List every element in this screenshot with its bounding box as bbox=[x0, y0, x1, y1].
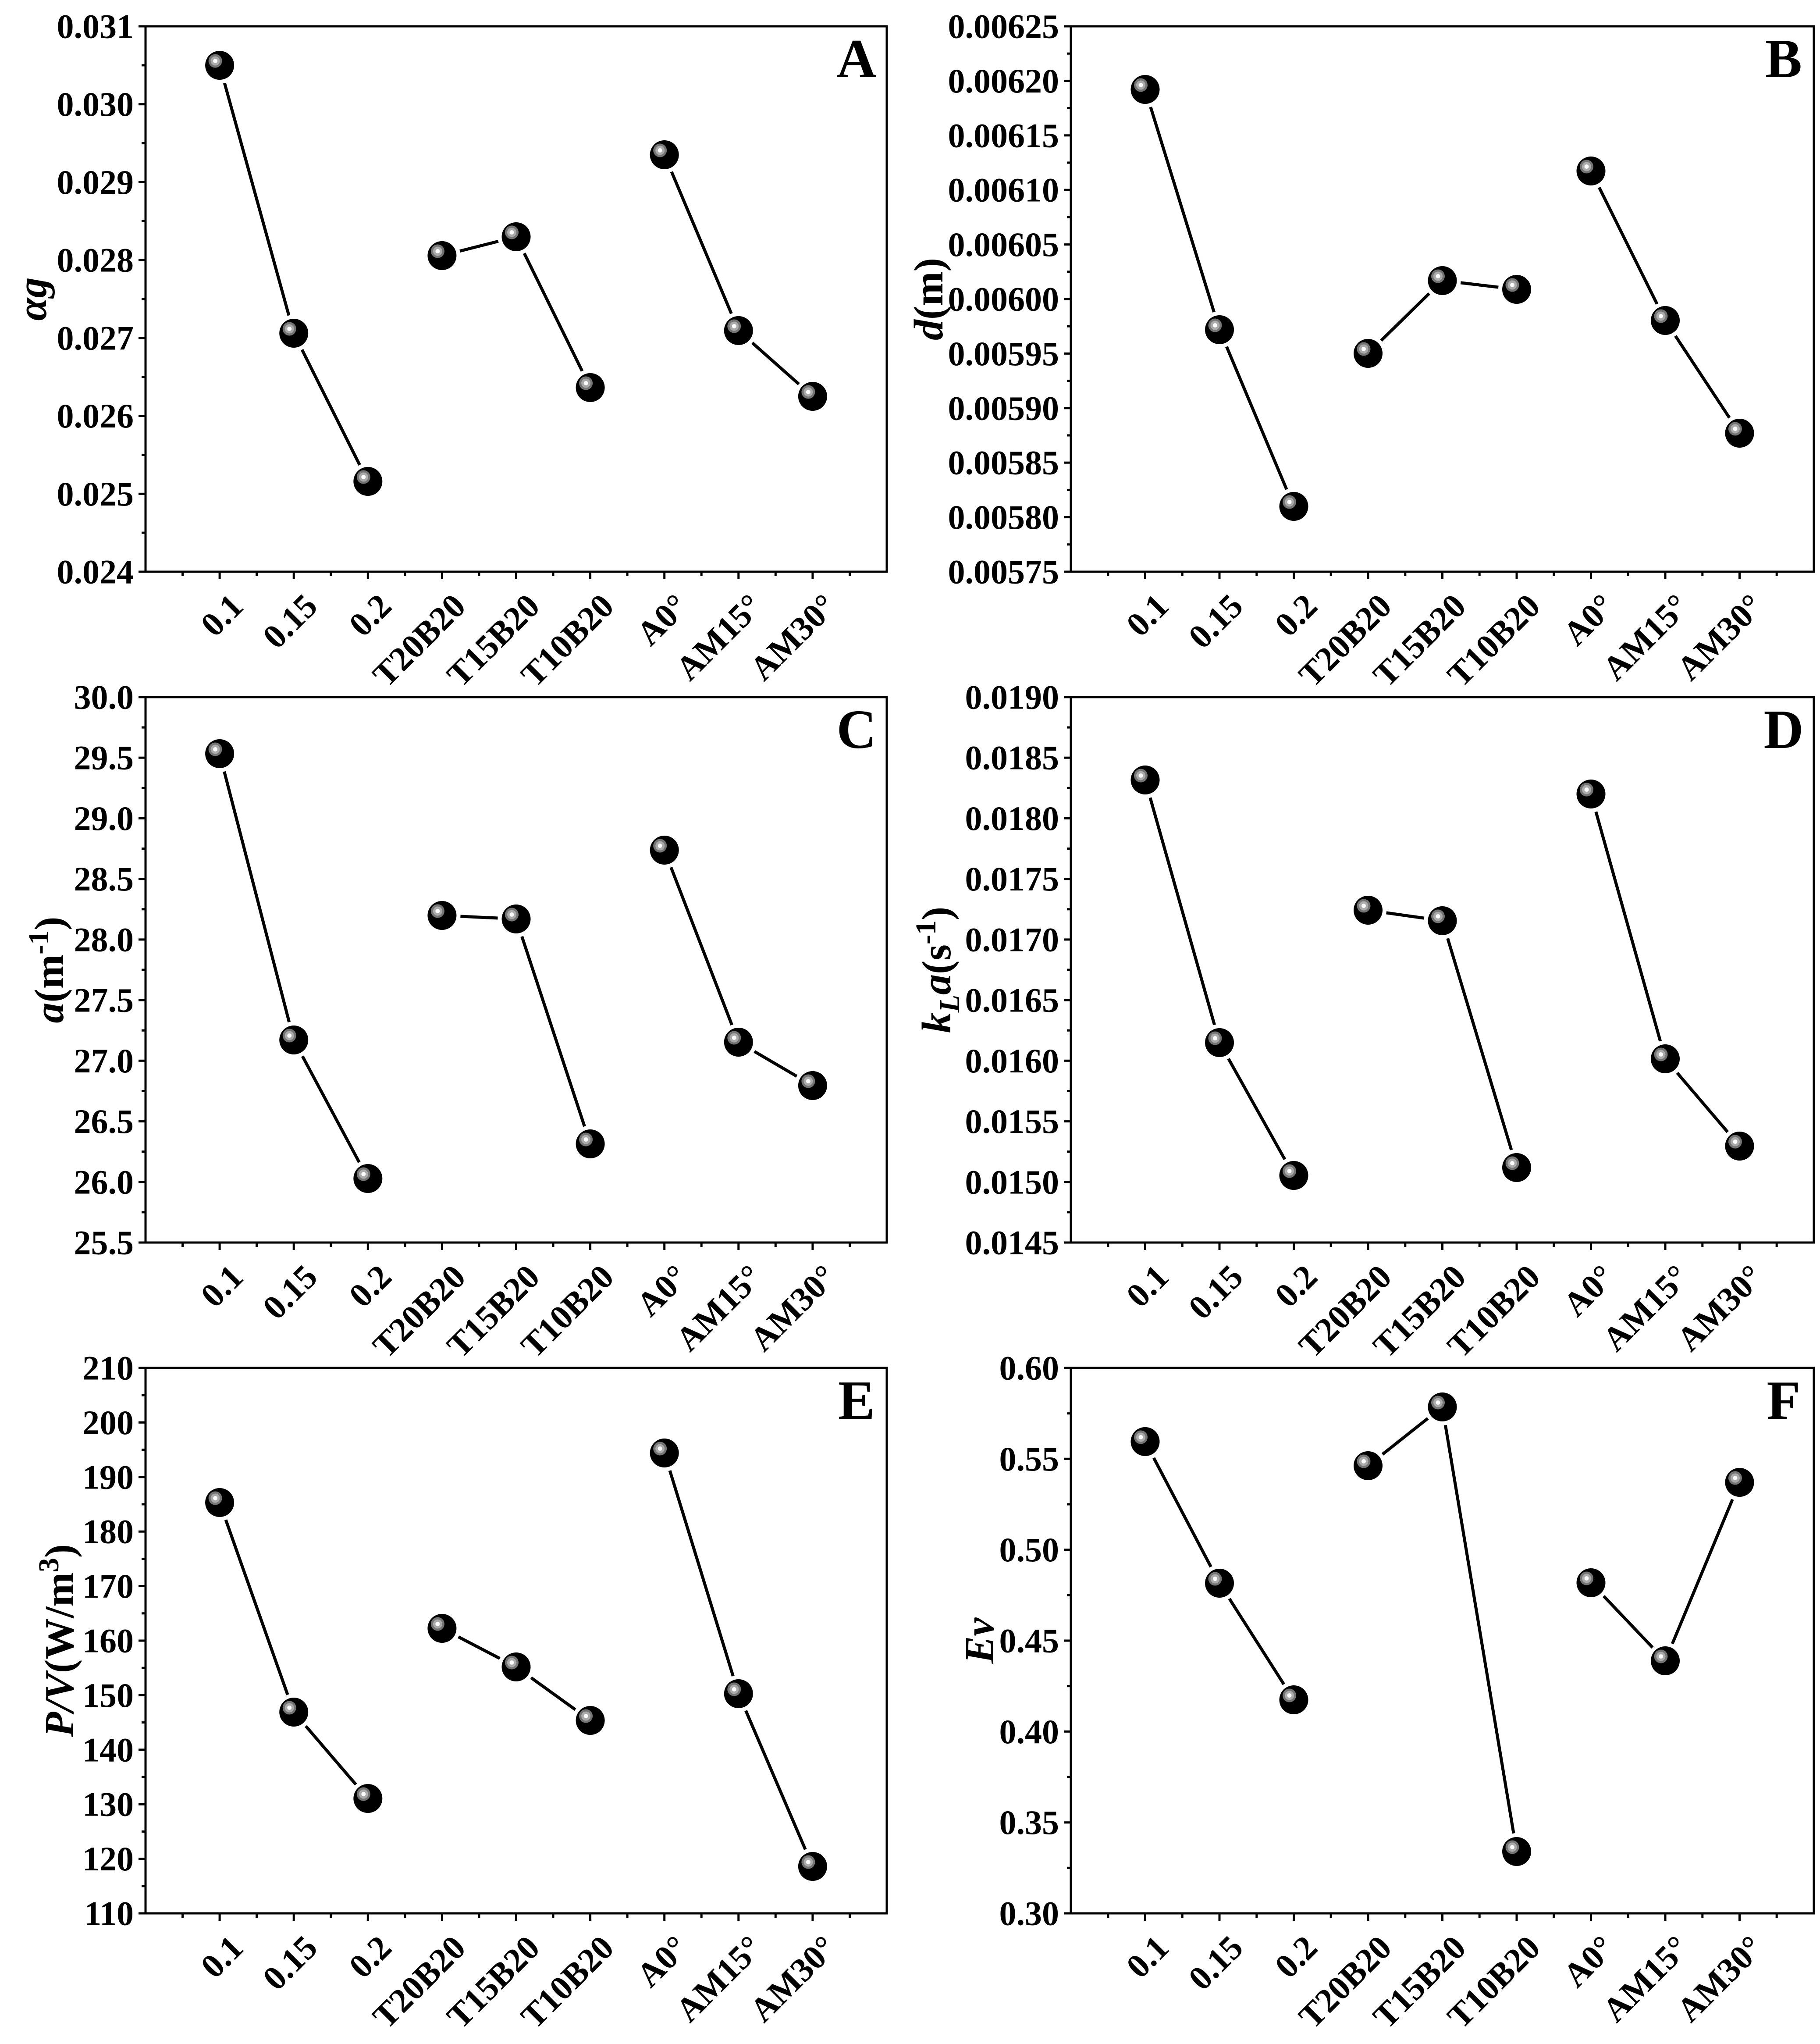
svg-text:0.00585: 0.00585 bbox=[948, 444, 1059, 482]
svg-text:0.029: 0.029 bbox=[57, 163, 134, 201]
svg-text:0.031: 0.031 bbox=[57, 7, 134, 46]
svg-text:0.024: 0.024 bbox=[57, 553, 134, 591]
svg-text:180: 180 bbox=[82, 1513, 134, 1551]
svg-text:130: 130 bbox=[82, 1785, 134, 1823]
svg-text:B: B bbox=[1765, 28, 1802, 89]
svg-text:28.5: 28.5 bbox=[74, 860, 134, 898]
svg-text:0.50: 0.50 bbox=[999, 1531, 1059, 1569]
svg-text:E: E bbox=[838, 1370, 875, 1431]
svg-text:29.0: 29.0 bbox=[74, 799, 134, 837]
svg-text:29.5: 29.5 bbox=[74, 739, 134, 777]
svg-text:D: D bbox=[1764, 699, 1804, 760]
svg-text:0.60: 0.60 bbox=[999, 1349, 1059, 1387]
svg-text:0.030: 0.030 bbox=[57, 85, 134, 123]
svg-text:0.028: 0.028 bbox=[57, 241, 134, 279]
svg-text:26.5: 26.5 bbox=[74, 1102, 134, 1140]
svg-text:0.0180: 0.0180 bbox=[965, 799, 1059, 837]
svg-text:0.00620: 0.00620 bbox=[948, 62, 1059, 100]
svg-text:F: F bbox=[1767, 1370, 1801, 1431]
svg-text:0.30: 0.30 bbox=[999, 1894, 1059, 1933]
svg-text:A: A bbox=[837, 28, 877, 89]
svg-text:140: 140 bbox=[82, 1731, 134, 1769]
svg-text:kL​a(s-1​): kL​a(s-1​) bbox=[910, 907, 966, 1033]
svg-text:0.026: 0.026 bbox=[57, 397, 134, 435]
svg-text:0.00590: 0.00590 bbox=[948, 389, 1059, 427]
svg-text:28.0: 28.0 bbox=[74, 920, 134, 958]
svg-text:0.55: 0.55 bbox=[999, 1440, 1059, 1478]
svg-text:150: 150 bbox=[82, 1676, 134, 1714]
svg-text:0.0170: 0.0170 bbox=[965, 920, 1059, 958]
svg-text:0.0150: 0.0150 bbox=[965, 1163, 1059, 1201]
svg-text:0.00625: 0.00625 bbox=[948, 7, 1059, 46]
svg-text:0.0145: 0.0145 bbox=[965, 1224, 1059, 1262]
svg-text:210: 210 bbox=[82, 1349, 134, 1387]
svg-text:190: 190 bbox=[82, 1458, 134, 1496]
svg-text:P/V(W/m3​): P/V(W/m3​) bbox=[33, 1544, 82, 1738]
svg-text:0.0185: 0.0185 bbox=[965, 739, 1059, 777]
svg-text:0.0160: 0.0160 bbox=[965, 1042, 1059, 1080]
svg-text:30.0: 30.0 bbox=[74, 678, 134, 716]
svg-text:0.35: 0.35 bbox=[999, 1803, 1059, 1841]
svg-text:0.027: 0.027 bbox=[57, 319, 134, 357]
svg-text:0.0155: 0.0155 bbox=[965, 1102, 1059, 1140]
svg-text:0.0165: 0.0165 bbox=[965, 981, 1059, 1019]
svg-text:160: 160 bbox=[82, 1622, 134, 1660]
svg-text:0.00600: 0.00600 bbox=[948, 280, 1059, 318]
svg-text:0.00610: 0.00610 bbox=[948, 171, 1059, 209]
svg-text:25.5: 25.5 bbox=[74, 1224, 134, 1262]
svg-text:C: C bbox=[837, 699, 877, 760]
svg-text:110: 110 bbox=[84, 1894, 134, 1933]
svg-text:120: 120 bbox=[82, 1840, 134, 1878]
svg-text:d(m): d(m) bbox=[906, 258, 952, 340]
svg-text:Ev: Ev bbox=[957, 1617, 1002, 1664]
svg-text:26.0: 26.0 bbox=[74, 1163, 134, 1201]
svg-text:200: 200 bbox=[82, 1403, 134, 1442]
svg-text:0.00575: 0.00575 bbox=[948, 553, 1059, 591]
svg-text:27.0: 27.0 bbox=[74, 1042, 134, 1080]
svg-text:27.5: 27.5 bbox=[74, 981, 134, 1019]
svg-text:0.0175: 0.0175 bbox=[965, 860, 1059, 898]
svg-text:0.00605: 0.00605 bbox=[948, 225, 1059, 264]
svg-text:0.40: 0.40 bbox=[999, 1713, 1059, 1751]
svg-text:0.025: 0.025 bbox=[57, 475, 134, 513]
svg-text:αg: αg bbox=[10, 277, 55, 320]
svg-text:0.00615: 0.00615 bbox=[948, 116, 1059, 154]
svg-text:a(m-1​): a(m-1​) bbox=[23, 917, 72, 1023]
svg-text:170: 170 bbox=[82, 1567, 134, 1605]
svg-text:0.00595: 0.00595 bbox=[948, 335, 1059, 373]
svg-text:0.45: 0.45 bbox=[999, 1622, 1059, 1660]
svg-text:0.00580: 0.00580 bbox=[948, 498, 1059, 536]
svg-text:0.0190: 0.0190 bbox=[965, 678, 1059, 716]
